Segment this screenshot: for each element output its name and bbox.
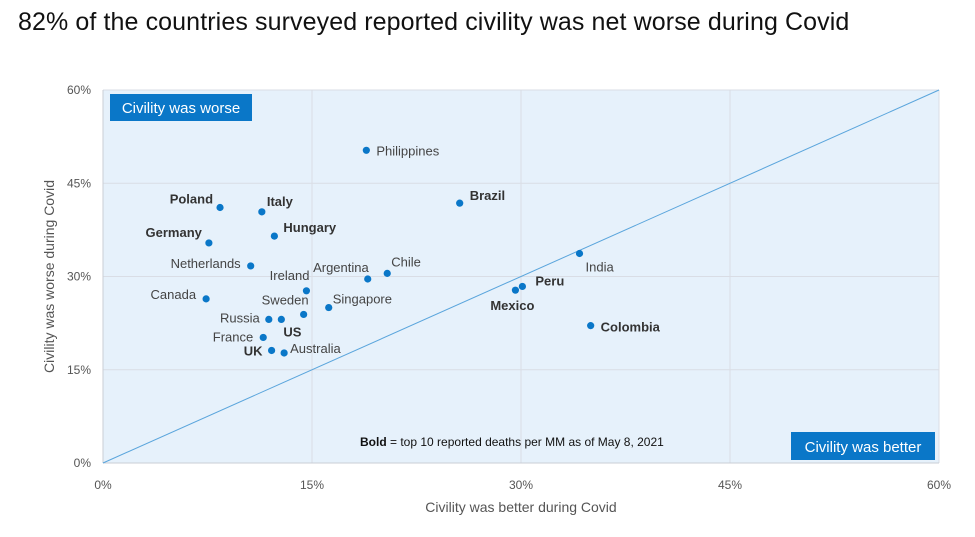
point-label: Russia bbox=[220, 310, 261, 325]
x-tick-label: 60% bbox=[927, 478, 951, 492]
data-point bbox=[270, 232, 278, 240]
point-label: Italy bbox=[267, 194, 294, 209]
data-point bbox=[511, 286, 520, 294]
worse-region-box: Civility was worse bbox=[110, 94, 252, 121]
y-axis-label: Civility was worse during Covid bbox=[41, 180, 57, 373]
data-point bbox=[383, 269, 391, 277]
point-label: Ireland bbox=[270, 268, 310, 283]
data-point bbox=[258, 208, 266, 216]
point-label: Germany bbox=[146, 225, 203, 240]
data-point bbox=[277, 315, 285, 323]
data-point bbox=[325, 303, 333, 312]
point-label: US bbox=[283, 324, 301, 339]
point-label: Netherlands bbox=[171, 256, 242, 271]
note-bold-word: Bold bbox=[360, 435, 387, 449]
axis-ticks: 0%0% 15% 15% 30% 30% 45% 45% 60% 60% bbox=[67, 83, 951, 492]
data-point bbox=[364, 275, 372, 283]
data-point bbox=[456, 199, 464, 207]
data-point bbox=[202, 295, 210, 303]
chart-title: 82% of the countries surveyed reported c… bbox=[18, 8, 850, 36]
point-label: France bbox=[213, 329, 253, 344]
grid-lines bbox=[102, 89, 940, 464]
x-tick-label: 0% bbox=[94, 478, 112, 492]
point-label: Singapore bbox=[333, 292, 392, 307]
point-label: Sweden bbox=[262, 292, 309, 307]
worse-region-label: Civility was worse bbox=[122, 100, 240, 117]
point-label: Canada bbox=[151, 287, 197, 302]
point-label: Brazil bbox=[470, 188, 505, 203]
point-label: Mexico bbox=[490, 298, 534, 313]
point-label: Australia bbox=[290, 341, 341, 356]
point-label: Philippines bbox=[376, 143, 439, 158]
data-point bbox=[575, 249, 584, 258]
y-tick-label: 45% bbox=[67, 176, 91, 190]
data-point bbox=[362, 146, 370, 154]
data-point bbox=[247, 262, 255, 270]
better-region-box: Civility was better bbox=[791, 432, 935, 460]
data-point bbox=[280, 349, 288, 357]
data-point bbox=[265, 315, 273, 323]
x-tick-label: 30% bbox=[509, 478, 533, 492]
point-label: Hungary bbox=[283, 220, 337, 235]
reference-diagonal-line bbox=[102, 89, 940, 464]
point-label: UK bbox=[244, 343, 263, 358]
y-tick-label: 15% bbox=[67, 363, 91, 377]
data-point bbox=[302, 287, 311, 295]
point-label: Colombia bbox=[601, 320, 661, 335]
data-point bbox=[259, 333, 267, 342]
data-point bbox=[587, 322, 595, 330]
x-axis-label: Civility was better during Covid bbox=[425, 499, 616, 515]
data-point bbox=[205, 239, 213, 247]
point-label: Poland bbox=[170, 191, 213, 206]
point-label: Peru bbox=[535, 273, 564, 288]
data-points: Philippines Brazil Poland Italy Hungary Germa… bbox=[146, 143, 661, 358]
data-point bbox=[216, 203, 224, 212]
better-region-label: Civility was better bbox=[805, 439, 922, 456]
x-tick-label: 15% bbox=[300, 478, 324, 492]
legend-note: Bold = top 10 reported deaths per MM as … bbox=[360, 435, 664, 449]
y-tick-label: 60% bbox=[67, 83, 91, 97]
note-text: = top 10 reported deaths per MM as of Ma… bbox=[387, 435, 664, 449]
point-label: Argentina bbox=[313, 260, 369, 275]
data-point bbox=[518, 282, 526, 291]
y-tick-label: 30% bbox=[67, 270, 91, 284]
data-point bbox=[300, 310, 308, 319]
point-label: India bbox=[586, 259, 615, 274]
data-point bbox=[267, 346, 276, 355]
point-label: Chile bbox=[391, 254, 421, 269]
y-tick-label: 0% bbox=[74, 456, 92, 470]
x-tick-label: 45% bbox=[718, 478, 742, 492]
